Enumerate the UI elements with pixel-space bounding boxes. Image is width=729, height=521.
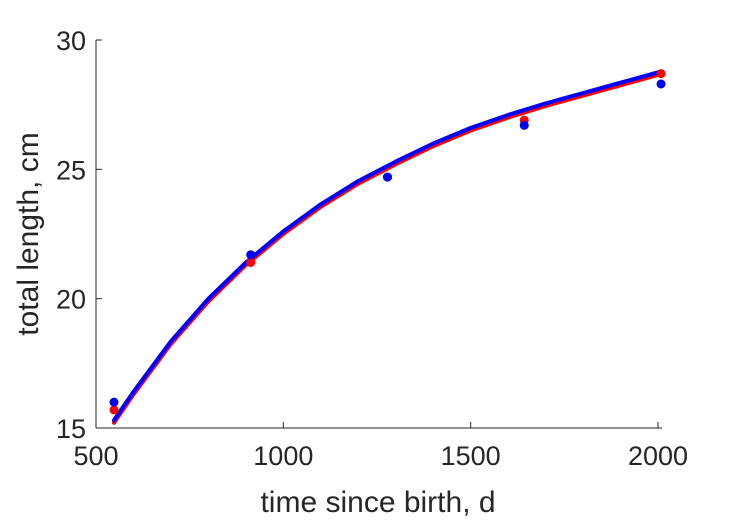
x-tick-label-1: 1000	[253, 441, 313, 471]
x-tick-label-0: 500	[73, 441, 118, 471]
y-tick-label-1: 20	[56, 285, 86, 315]
y-axis-ticks: 15 20 25 30	[56, 26, 102, 444]
data-point-1-4	[656, 79, 666, 89]
x-axis-ticks: 500 1000 1500 2000	[73, 422, 688, 471]
data-point-1-1	[246, 250, 256, 260]
data-points	[109, 69, 666, 415]
fit-curves	[112, 70, 660, 425]
x-axis-label: time since birth, d	[260, 486, 495, 519]
y-tick-label-2: 25	[56, 155, 86, 185]
data-point-0-4	[656, 69, 666, 79]
x-tick-label-2: 1500	[441, 441, 501, 471]
x-tick-label-3: 2000	[628, 441, 688, 471]
y-axis-label: total length, cm	[12, 132, 45, 335]
data-point-1-3	[519, 120, 529, 130]
data-point-1-2	[382, 172, 392, 182]
data-point-0-0	[109, 405, 119, 415]
fit-curve-3	[112, 70, 660, 423]
fit-curve-2	[112, 72, 660, 425]
data-point-0-1	[246, 257, 256, 267]
data-point-1-0	[109, 397, 119, 407]
y-tick-label-3: 30	[56, 26, 86, 56]
y-tick-label-0: 15	[56, 414, 86, 444]
